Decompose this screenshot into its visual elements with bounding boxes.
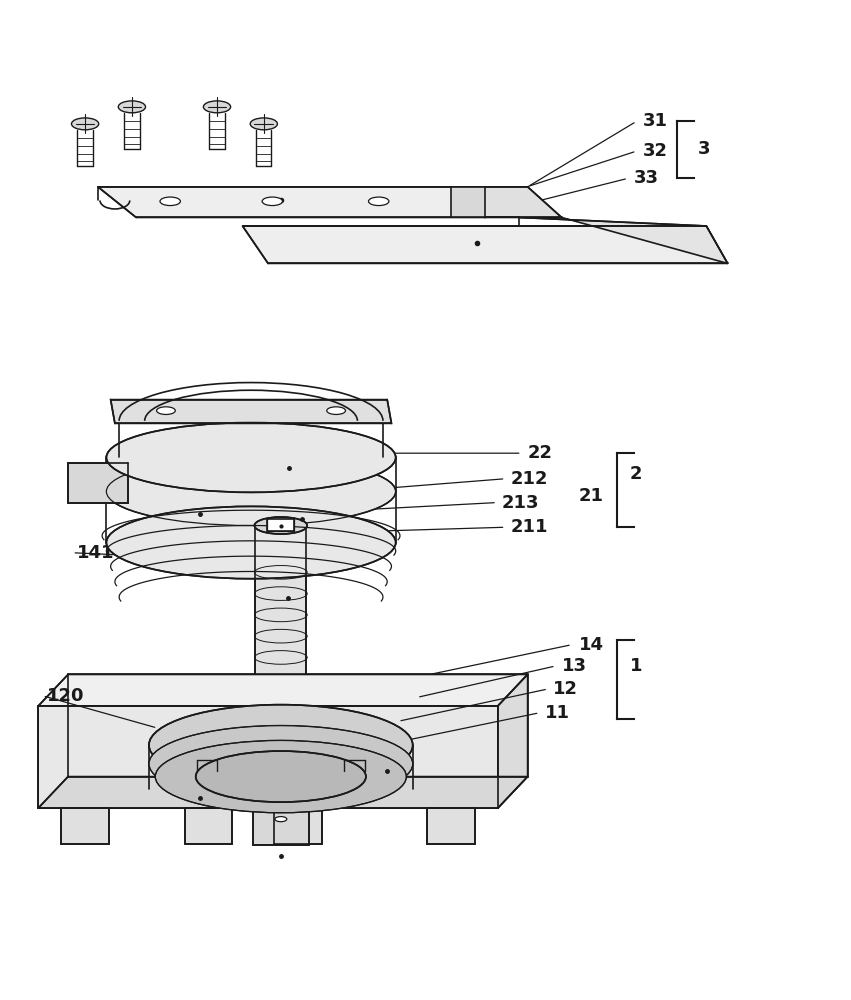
Polygon shape: [427, 808, 475, 844]
Text: 14: 14: [579, 636, 603, 654]
Polygon shape: [498, 674, 528, 808]
Ellipse shape: [203, 101, 231, 113]
Polygon shape: [185, 808, 232, 844]
Polygon shape: [274, 808, 322, 844]
Text: 22: 22: [528, 444, 552, 462]
Ellipse shape: [71, 118, 99, 130]
Polygon shape: [255, 526, 306, 674]
Ellipse shape: [118, 101, 146, 113]
Polygon shape: [451, 187, 562, 217]
Polygon shape: [519, 217, 728, 263]
Polygon shape: [68, 463, 128, 503]
Text: 2: 2: [630, 465, 643, 483]
Polygon shape: [38, 777, 528, 808]
Polygon shape: [61, 808, 109, 844]
Text: 13: 13: [562, 657, 586, 675]
Polygon shape: [253, 808, 309, 845]
Text: 31: 31: [643, 112, 667, 130]
Text: 21: 21: [579, 487, 603, 505]
Text: 33: 33: [634, 169, 659, 187]
Polygon shape: [38, 674, 528, 706]
Polygon shape: [111, 400, 391, 423]
Ellipse shape: [262, 197, 283, 206]
Polygon shape: [38, 706, 498, 808]
Ellipse shape: [106, 457, 396, 526]
Text: 211: 211: [511, 518, 548, 536]
Text: 141: 141: [77, 544, 114, 562]
Text: 120: 120: [47, 687, 84, 705]
Text: 213: 213: [502, 494, 540, 512]
Ellipse shape: [156, 740, 407, 813]
Ellipse shape: [149, 726, 413, 802]
Text: 11: 11: [545, 704, 569, 722]
Ellipse shape: [149, 705, 413, 786]
Ellipse shape: [250, 118, 277, 130]
Ellipse shape: [106, 423, 396, 492]
Ellipse shape: [254, 517, 307, 534]
Ellipse shape: [157, 407, 175, 414]
Ellipse shape: [368, 197, 389, 206]
Polygon shape: [98, 187, 485, 217]
Ellipse shape: [160, 197, 180, 206]
Polygon shape: [267, 519, 294, 531]
Ellipse shape: [327, 407, 346, 414]
Ellipse shape: [106, 506, 396, 579]
Text: 3: 3: [698, 140, 711, 158]
Text: 12: 12: [553, 680, 578, 698]
Text: 32: 32: [643, 142, 667, 160]
Ellipse shape: [275, 817, 287, 822]
Ellipse shape: [196, 751, 366, 802]
Polygon shape: [451, 187, 485, 217]
Text: 212: 212: [511, 470, 548, 488]
Text: 1: 1: [630, 657, 643, 675]
Polygon shape: [243, 226, 728, 263]
